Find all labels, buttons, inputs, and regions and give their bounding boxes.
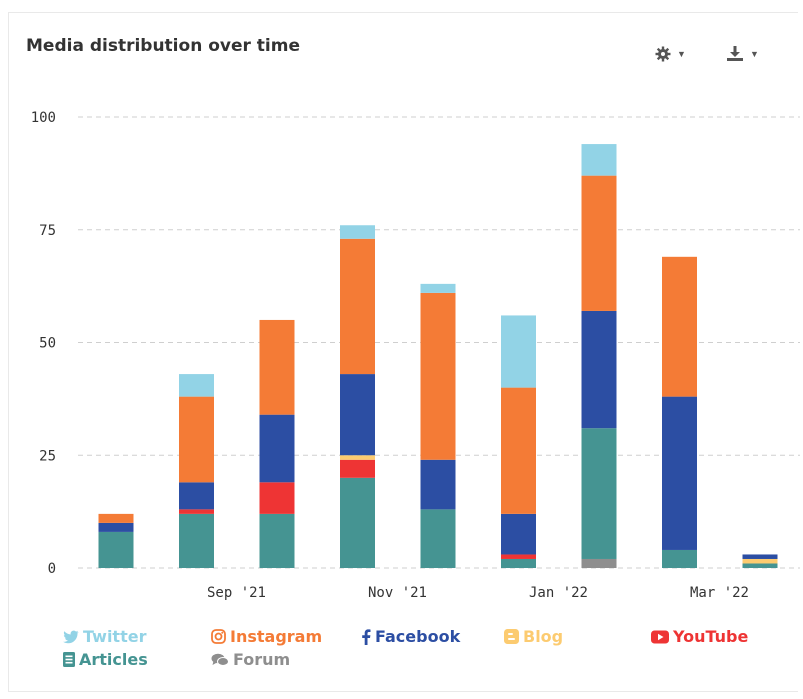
bar-segment-instagram[interactable] <box>662 256 697 397</box>
bar-segment-blog[interactable] <box>742 558 778 564</box>
bar-segment-twitter[interactable] <box>501 315 536 388</box>
bar-segment-instagram[interactable] <box>581 175 617 311</box>
y-tick-label: 25 <box>39 448 56 464</box>
bar-segment-instagram[interactable] <box>259 319 295 415</box>
y-tick-label: 75 <box>39 223 56 239</box>
caret-down-icon: ▼ <box>677 49 686 59</box>
bar-segment-articles[interactable] <box>98 531 134 568</box>
bar-segment-articles[interactable] <box>742 563 778 568</box>
bar-segment-facebook[interactable] <box>259 414 295 483</box>
chart-title: Media distribution over time <box>26 36 301 56</box>
legend-item-articles[interactable]: Articles <box>63 650 148 669</box>
bar-segment-youtube[interactable] <box>340 459 375 478</box>
download-icon <box>727 46 743 61</box>
bar-segment-twitter[interactable] <box>420 283 456 293</box>
legend-label: Twitter <box>83 627 147 646</box>
bar-segment-instagram[interactable] <box>501 387 536 514</box>
bar-segment-facebook[interactable] <box>662 396 697 550</box>
bar-segment-facebook[interactable] <box>581 310 617 429</box>
bar-segment-youtube[interactable] <box>179 509 214 514</box>
bar-segment-instagram[interactable] <box>420 292 456 460</box>
download-menu-button[interactable]: ▼ <box>726 46 759 62</box>
y-tick-label: 100 <box>31 110 56 126</box>
bar-segment-articles[interactable] <box>662 549 697 568</box>
articles-icon <box>63 652 75 667</box>
bar-segment-articles[interactable] <box>420 509 456 568</box>
bar-segment-twitter[interactable] <box>581 144 617 176</box>
stacked-bar-chart: 0 25 50 75 100 Sep '21 Nov '21 Jan '22 Mar '22 <box>31 110 800 601</box>
bar-segment-articles[interactable] <box>501 558 536 568</box>
bar-segment-instagram[interactable] <box>340 238 375 375</box>
instagram-icon <box>211 629 226 644</box>
legend-label: Facebook <box>375 627 461 646</box>
blog-icon <box>504 629 519 644</box>
legend-item-blog[interactable]: Blog <box>504 627 563 646</box>
bar-segment-youtube[interactable] <box>259 482 295 514</box>
caret-down-icon: ▼ <box>750 49 759 59</box>
x-tick-label: Jan '22 <box>529 585 588 601</box>
legend-label: Instagram <box>230 627 323 646</box>
legend-item-facebook[interactable]: Facebook <box>361 627 460 646</box>
forum-icon <box>211 653 229 667</box>
bar-segment-youtube[interactable] <box>501 554 536 559</box>
bar-segment-instagram[interactable] <box>179 396 214 483</box>
bar-segment-facebook[interactable] <box>98 522 134 532</box>
x-tick-label: Sep '21 <box>207 585 266 601</box>
bar-segment-facebook[interactable] <box>501 513 536 555</box>
bar-segment-articles[interactable] <box>179 513 214 568</box>
legend-item-forum[interactable]: Forum <box>211 650 290 669</box>
bar-segment-articles[interactable] <box>581 428 617 559</box>
bar-segment-facebook[interactable] <box>340 374 375 456</box>
bar-segment-twitter[interactable] <box>179 374 214 397</box>
legend-label: Blog <box>523 627 564 646</box>
bar-segment-facebook[interactable] <box>420 459 456 510</box>
facebook-icon <box>361 628 371 645</box>
settings-menu-button[interactable]: ▼ <box>655 46 686 62</box>
bar-segment-facebook[interactable] <box>179 482 214 510</box>
legend-label: Articles <box>79 650 148 669</box>
bar-segment-articles[interactable] <box>340 477 375 568</box>
twitter-icon <box>63 630 79 644</box>
legend-item-youtube[interactable]: YouTube <box>651 627 748 646</box>
legend-item-twitter[interactable]: Twitter <box>63 627 146 646</box>
legend-label: YouTube <box>673 627 749 646</box>
x-tick-label: Mar '22 <box>690 585 749 601</box>
bar-segment-twitter[interactable] <box>340 225 375 239</box>
legend-label: Forum <box>233 650 291 669</box>
gear-icon <box>655 46 671 62</box>
y-tick-label: 0 <box>48 561 56 577</box>
bar-segment-forum[interactable] <box>581 558 617 568</box>
x-tick-label: Nov '21 <box>368 585 427 601</box>
legend-item-instagram[interactable]: Instagram <box>211 627 322 646</box>
youtube-icon <box>651 630 669 644</box>
bar-segment-facebook[interactable] <box>742 554 778 559</box>
y-tick-label: 50 <box>39 336 56 352</box>
bar-segment-articles[interactable] <box>259 513 295 568</box>
bar-segment-blog[interactable] <box>340 455 375 460</box>
bar-segment-instagram[interactable] <box>98 513 134 523</box>
